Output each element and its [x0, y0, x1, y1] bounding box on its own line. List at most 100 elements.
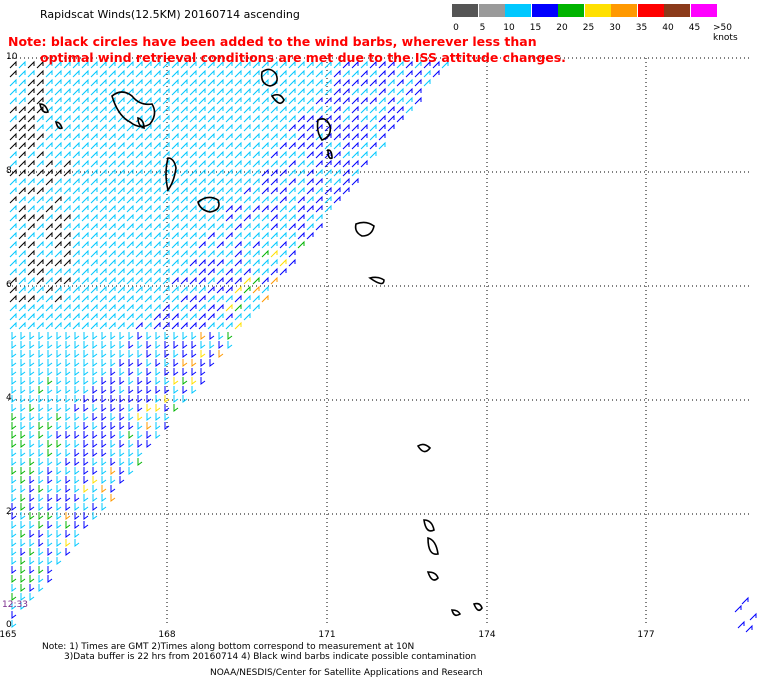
- map-title: Rapidscat Winds(12.5KM) 20160714 ascendi…: [40, 8, 300, 21]
- wind-barb: [198, 240, 206, 249]
- wind-barb: [155, 359, 161, 367]
- wind-barb: [162, 114, 170, 123]
- wind-barb: [297, 231, 305, 240]
- wind-barb: [119, 440, 125, 448]
- wind-barb: [72, 285, 80, 294]
- wind-barb: [189, 222, 197, 231]
- wind-barb: [171, 177, 179, 186]
- wind-barb: [90, 69, 98, 78]
- wind-barb: [270, 60, 278, 69]
- wind-barb: [243, 249, 251, 258]
- wind-barb: [11, 548, 17, 556]
- wind-barb: [54, 69, 62, 78]
- wind-barb: [171, 78, 179, 87]
- wind-barb: [54, 285, 62, 294]
- wind-barb: [171, 114, 179, 123]
- wind-barb: [20, 521, 26, 529]
- wind-barb: [27, 159, 35, 168]
- wind-barb: [56, 530, 62, 538]
- wind-barb: [234, 177, 242, 186]
- wind-barb: [47, 440, 53, 448]
- wind-barb: [180, 204, 188, 213]
- wind-barb: [146, 377, 152, 385]
- wind-barb: [306, 231, 314, 240]
- wind-barb: [306, 204, 314, 213]
- wind-barb: [288, 69, 296, 78]
- wind-barb: [306, 141, 314, 150]
- wind-barb: [54, 231, 62, 240]
- wind-barb: [306, 150, 314, 159]
- wind-barb: [315, 150, 323, 159]
- wind-barb: [63, 159, 71, 168]
- wind-barb: [110, 458, 116, 466]
- wind-barb: [27, 168, 35, 177]
- wind-barb: [137, 440, 143, 448]
- note-line-1: Note: black circles have been added to t…: [8, 34, 537, 49]
- wind-barb: [342, 78, 350, 87]
- wind-barb: [155, 341, 161, 349]
- wind-barb: [65, 548, 71, 556]
- wind-barb: [207, 195, 215, 204]
- wind-barb: [162, 267, 170, 276]
- wind-barb: [65, 494, 71, 502]
- wind-barb: [63, 204, 71, 213]
- wind-barb: [155, 431, 161, 439]
- wind-barb: [20, 485, 26, 493]
- wind-barb: [297, 213, 305, 222]
- wind-barb: [9, 168, 17, 177]
- wind-barb: [135, 60, 143, 69]
- wind-barb: [155, 377, 161, 385]
- wind-barb: [173, 368, 179, 376]
- note-line-2: optimal wind retrieval conditions are me…: [40, 50, 566, 65]
- wind-barb: [153, 186, 161, 195]
- wind-barb: [162, 177, 170, 186]
- wind-barb: [369, 150, 377, 159]
- wind-barb: [99, 195, 107, 204]
- wind-barb: [29, 485, 35, 493]
- wind-barb: [243, 105, 251, 114]
- wind-barb: [315, 204, 323, 213]
- wind-barb: [29, 386, 35, 394]
- wind-barb: [38, 521, 44, 529]
- wind-barb: [108, 258, 116, 267]
- wind-barb: [324, 78, 332, 87]
- wind-barb: [117, 96, 125, 105]
- wind-barb: [207, 159, 215, 168]
- wind-barb: [135, 231, 143, 240]
- wind-barb: [9, 267, 17, 276]
- wind-barb: [36, 285, 44, 294]
- wind-barb: [297, 240, 305, 249]
- wind-barb: [243, 267, 251, 276]
- wind-barb: [83, 368, 89, 376]
- wind-barb: [101, 377, 107, 385]
- wind-barb: [207, 321, 215, 330]
- wind-barb: [101, 332, 107, 340]
- wind-barb: [333, 132, 341, 141]
- wind-barb: [27, 267, 35, 276]
- wind-barb: [63, 276, 71, 285]
- wind-barb: [180, 231, 188, 240]
- wind-barb: [173, 359, 179, 367]
- wind-barb: [387, 78, 395, 87]
- wind-barb: [423, 60, 431, 69]
- wind-barb: [126, 267, 134, 276]
- wind-barb: [72, 60, 80, 69]
- wind-barb: [153, 204, 161, 213]
- wind-barb: [270, 204, 278, 213]
- wind-barb: [297, 150, 305, 159]
- wind-barb: [29, 359, 35, 367]
- wind-barb: [209, 350, 215, 358]
- latitude-tick-label: 10: [6, 52, 18, 62]
- wind-barb: [56, 332, 62, 340]
- wind-barb: [333, 186, 341, 195]
- wind-barb: [288, 204, 296, 213]
- wind-barb: [279, 87, 287, 96]
- wind-barb: [162, 87, 170, 96]
- wind-barb: [83, 404, 89, 412]
- wind-barb: [72, 294, 80, 303]
- wind-barb: [234, 159, 242, 168]
- wind-barb: [38, 359, 44, 367]
- wind-barb: [153, 240, 161, 249]
- wind-barb: [72, 186, 80, 195]
- wind-barb: [11, 332, 17, 340]
